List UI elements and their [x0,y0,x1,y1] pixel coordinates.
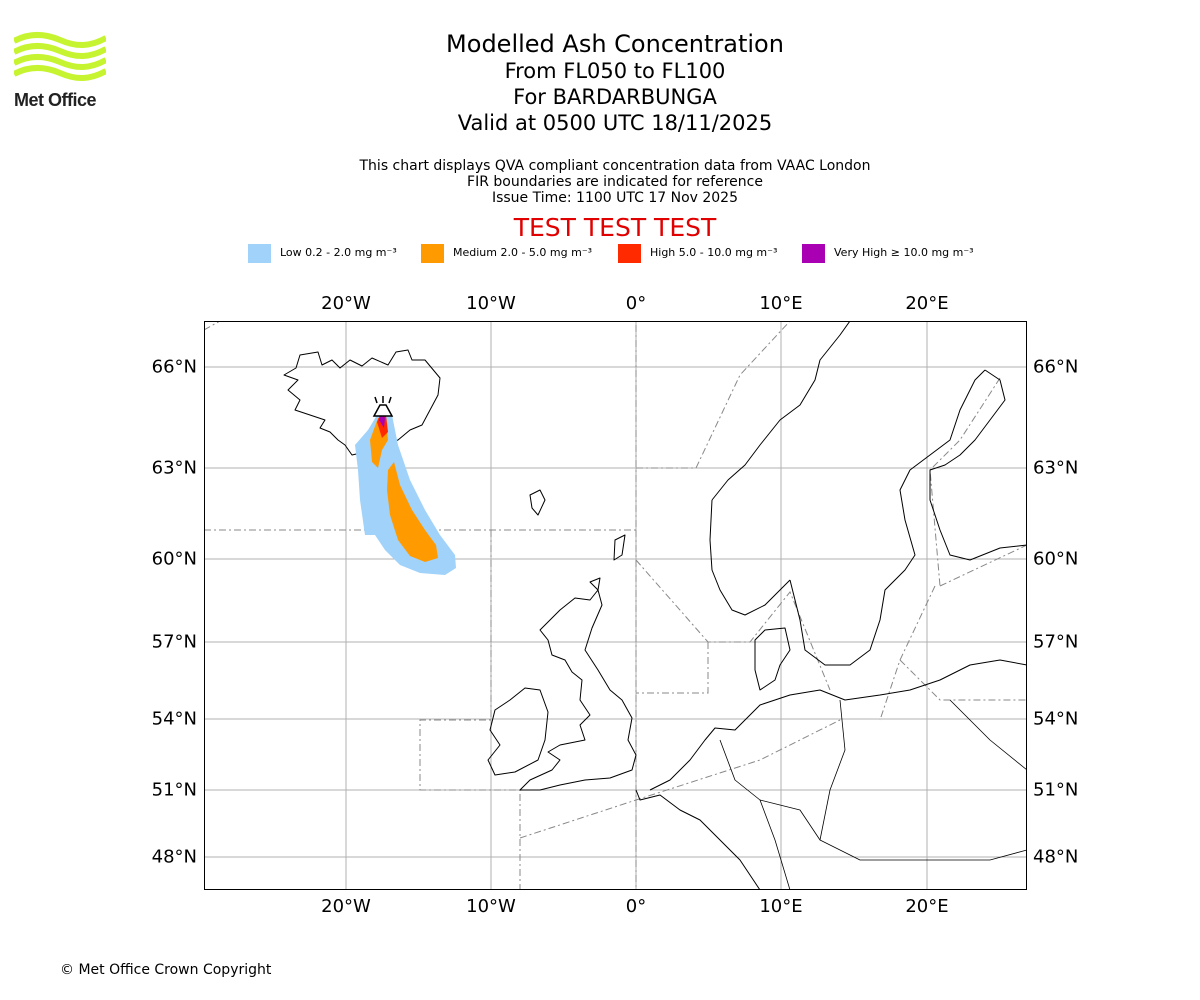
sweden-coast [790,370,985,665]
lat-label-left-51n: 51°N [152,780,197,801]
lat-label-right-66n: 66°N [1033,357,1078,378]
lon-label-bottom-10e: 10°E [759,896,802,917]
volcano-icon [374,396,392,416]
lon-label-bottom-20e: 20°E [905,896,948,917]
legend-swatch-high [618,244,641,263]
legend-label-high: High 5.0 - 10.0 mg m⁻³ [650,246,777,259]
denmark-coast [755,628,790,690]
ash-map [204,321,1027,890]
lon-label-bottom-10w: 10°W [466,896,516,917]
lat-label-left-54n: 54°N [152,709,197,730]
lat-label-right-57n: 57°N [1033,632,1078,653]
ash-plume [355,410,456,575]
lon-label-bottom-0: 0° [626,896,646,917]
lat-label-right-54n: 54°N [1033,709,1078,730]
lat-label-left-63n: 63°N [152,458,197,479]
test-banner: TEST TEST TEST [315,213,915,242]
lon-label-top-20e: 20°E [905,293,948,314]
note-fir: FIR boundaries are indicated for referen… [315,174,915,190]
lat-label-left-60n: 60°N [152,549,197,570]
europe-coast [650,660,1027,790]
legend-swatch-low [248,244,271,263]
fir-boundaries [204,321,1027,890]
lat-label-left-48n: 48°N [152,847,197,868]
volcano-name: For BARDARBUNGA [315,84,915,110]
flight-level-range: From FL050 to FL100 [315,58,915,84]
ireland-coast [488,688,548,775]
lon-label-bottom-20w: 20°W [321,896,371,917]
note-issue-time: Issue Time: 1100 UTC 17 Nov 2025 [315,190,915,206]
met-office-logo: Met Office [14,30,106,112]
note-qva: This chart displays QVA compliant concen… [315,158,915,174]
lon-label-top-20w: 20°W [321,293,371,314]
lat-label-left-57n: 57°N [152,632,197,653]
lon-label-top-10e: 10°E [759,293,802,314]
lon-label-top-0: 0° [626,293,646,314]
lat-label-right-51n: 51°N [1033,780,1078,801]
chart-titles: Modelled Ash Concentration From FL050 to… [315,30,915,136]
lon-label-top-10w: 10°W [466,293,516,314]
legend-swatch-medium [421,244,444,263]
copyright: © Met Office Crown Copyright [60,962,271,978]
legend-label-very-high: Very High ≥ 10.0 mg m⁻³ [834,246,974,259]
lat-label-right-48n: 48°N [1033,847,1078,868]
legend-label-medium: Medium 2.0 - 5.0 mg m⁻³ [453,246,592,259]
valid-time: Valid at 0500 UTC 18/11/2025 [315,110,915,136]
lat-label-right-63n: 63°N [1033,458,1078,479]
met-office-waves-icon [14,30,106,90]
map-frame [205,322,1027,890]
legend-swatch-very-high [802,244,825,263]
chart-title: Modelled Ash Concentration [315,30,915,58]
graticule [204,321,1027,890]
coastlines [284,321,1027,890]
lat-label-left-66n: 66°N [152,357,197,378]
ash-low [355,410,456,575]
legend-label-low: Low 0.2 - 2.0 mg m⁻³ [280,246,397,259]
lat-label-right-60n: 60°N [1033,549,1078,570]
logo-text: Met Office [14,90,96,111]
chart-notes: This chart displays QVA compliant concen… [315,158,915,206]
